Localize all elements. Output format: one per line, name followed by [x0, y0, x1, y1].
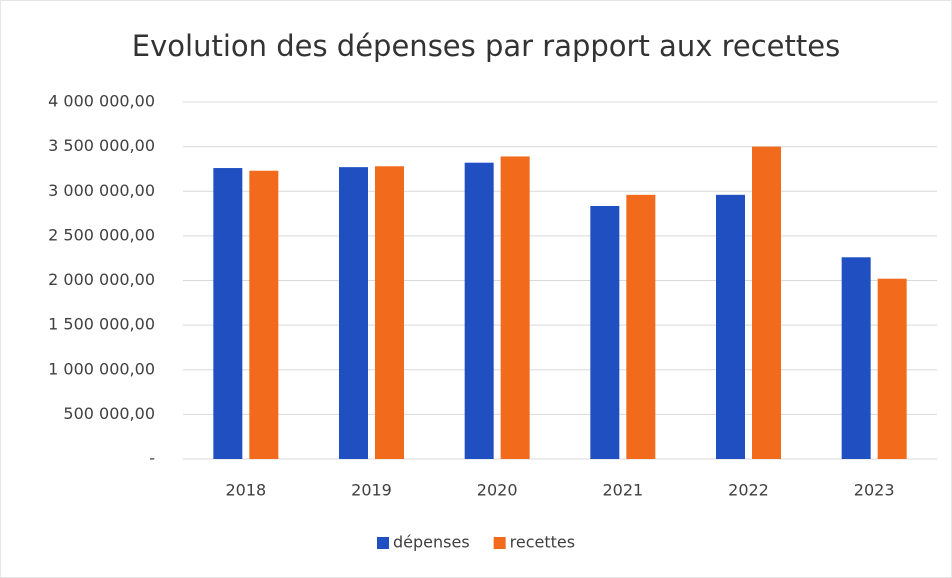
legend-swatch: [493, 537, 506, 549]
bar: [249, 170, 279, 459]
legend-label: dépenses: [393, 533, 470, 552]
bar: [841, 257, 871, 459]
x-tick-label: 2018: [225, 481, 266, 500]
legend-label: recettes: [510, 533, 575, 552]
x-tick-label: 2023: [854, 481, 895, 500]
y-tick-label: 3 500 000,00: [48, 136, 155, 155]
bar: [464, 162, 494, 459]
bar: [877, 278, 907, 459]
y-tick-label: 1 000 000,00: [48, 359, 155, 378]
chart-title: Evolution des dépenses par rapport aux r…: [132, 29, 840, 63]
bar: [752, 146, 781, 459]
x-tick-label: 2020: [477, 481, 518, 500]
bar: [213, 168, 243, 460]
bar: [626, 194, 656, 459]
x-tick-label: 2022: [728, 481, 769, 500]
bar: [339, 167, 368, 459]
bar: [590, 205, 620, 459]
legend-swatch: [377, 537, 389, 549]
bar: [375, 166, 404, 459]
y-tick-label: 2 000 000,00: [48, 270, 155, 289]
x-tick-label: 2021: [602, 481, 643, 500]
y-tick-label: 4 000 000,00: [48, 92, 155, 111]
y-tick-label: 1 500 000,00: [48, 315, 155, 334]
y-tick-label: 500 000,00: [63, 404, 155, 423]
bar: [716, 194, 745, 459]
x-tick-label: 2019: [351, 481, 392, 500]
y-tick-label: 2 500 000,00: [48, 225, 155, 244]
bar: [500, 156, 530, 459]
y-tick-label: -: [149, 449, 155, 468]
y-tick-label: 3 000 000,00: [48, 181, 155, 200]
